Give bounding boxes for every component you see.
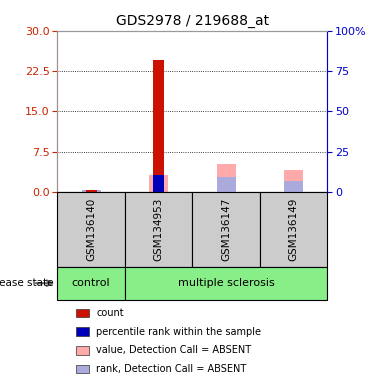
Text: disease state: disease state bbox=[0, 278, 54, 288]
Bar bbox=[149, 175, 168, 192]
Bar bbox=[217, 164, 236, 192]
Bar bbox=[125, 267, 327, 300]
Bar bbox=[260, 192, 327, 267]
Bar bbox=[153, 60, 164, 192]
Text: control: control bbox=[72, 278, 110, 288]
Text: percentile rank within the sample: percentile rank within the sample bbox=[96, 326, 261, 336]
Bar bbox=[57, 267, 125, 300]
Bar bbox=[153, 175, 164, 192]
Bar bbox=[82, 190, 101, 192]
Text: count: count bbox=[96, 308, 124, 318]
Bar bbox=[284, 181, 303, 192]
Text: rank, Detection Call = ABSENT: rank, Detection Call = ABSENT bbox=[96, 364, 246, 374]
Text: value, Detection Call = ABSENT: value, Detection Call = ABSENT bbox=[96, 345, 251, 355]
Text: GSM136147: GSM136147 bbox=[221, 198, 231, 261]
Bar bbox=[125, 192, 192, 267]
Bar bbox=[284, 170, 303, 192]
Text: GSM136140: GSM136140 bbox=[86, 198, 96, 261]
Bar bbox=[192, 192, 260, 267]
Text: GSM136149: GSM136149 bbox=[289, 198, 299, 261]
Bar bbox=[86, 190, 97, 192]
Bar bbox=[57, 192, 125, 267]
Text: GSM134953: GSM134953 bbox=[154, 198, 164, 261]
Bar bbox=[82, 190, 101, 192]
Title: GDS2978 / 219688_at: GDS2978 / 219688_at bbox=[116, 14, 269, 28]
Bar bbox=[217, 177, 236, 192]
Text: multiple sclerosis: multiple sclerosis bbox=[178, 278, 275, 288]
